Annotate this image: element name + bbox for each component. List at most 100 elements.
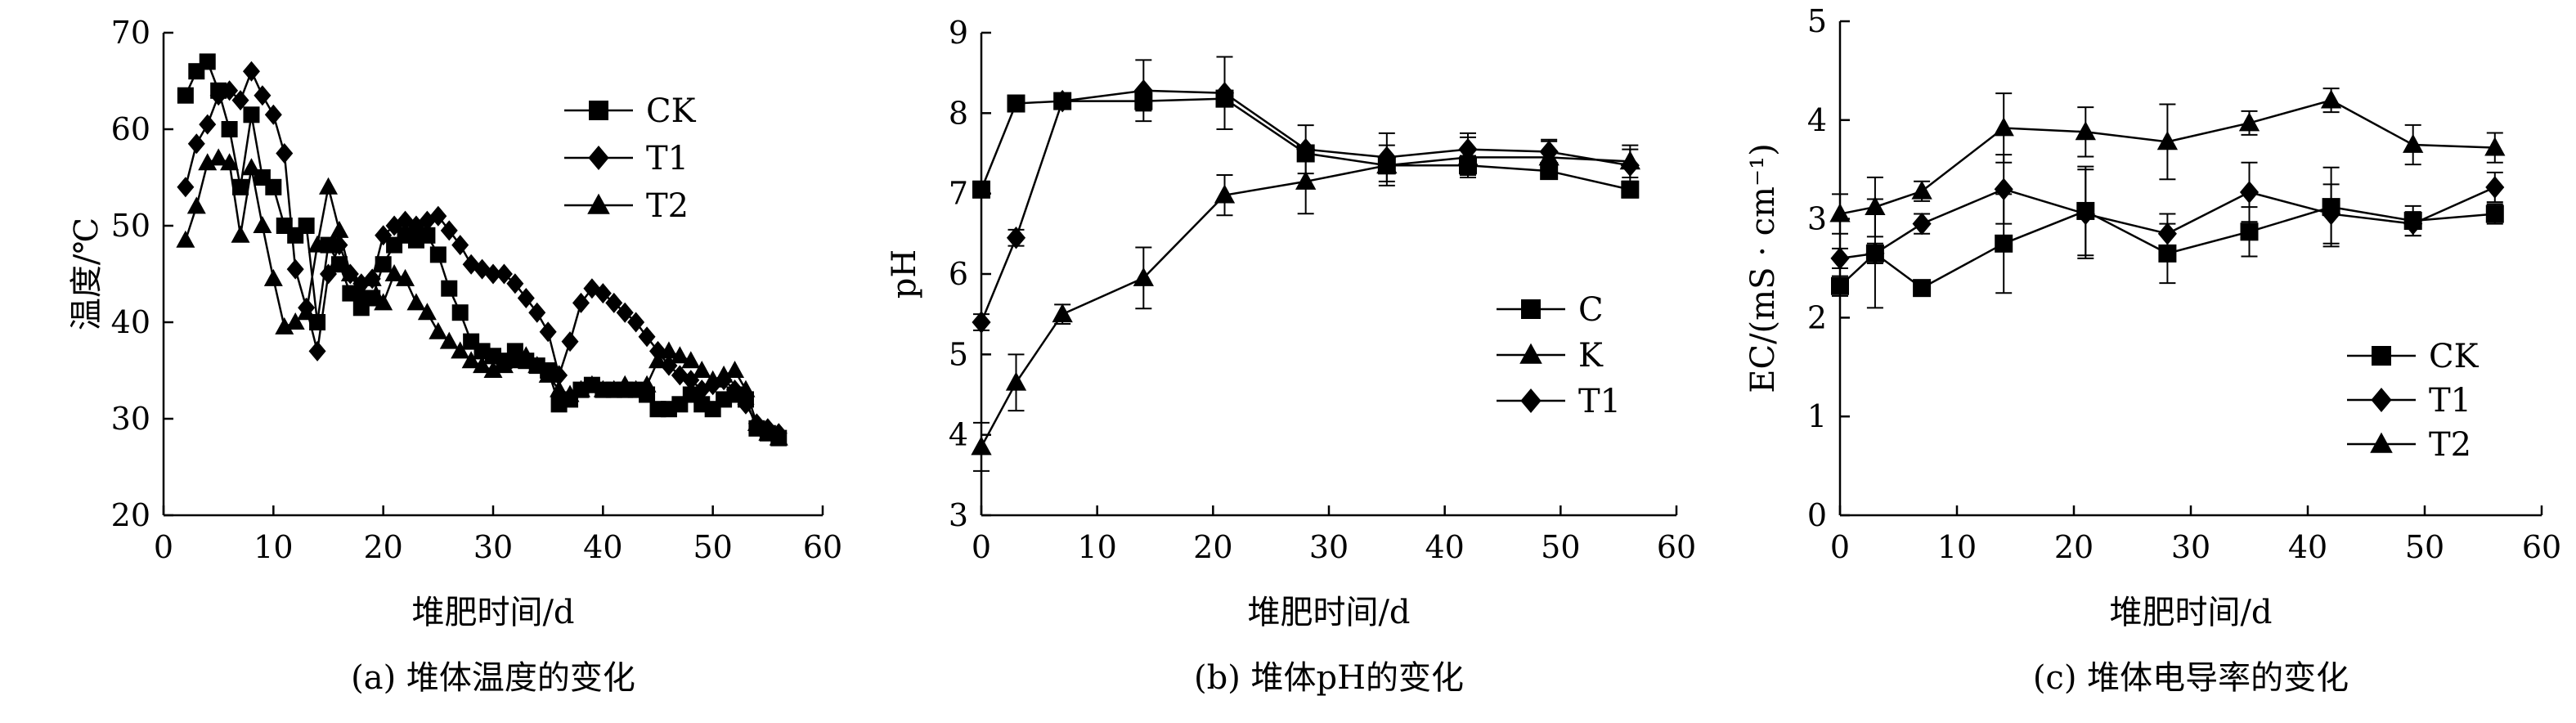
data-point-T2: [648, 351, 667, 369]
x-tick-label: 0: [1830, 529, 1850, 565]
data-point-T1: [308, 340, 326, 362]
data-point-CK: [2485, 204, 2504, 223]
data-point-T2: [516, 346, 536, 364]
data-point-T1: [254, 85, 272, 106]
series-line-C: [980, 97, 1631, 191]
data-point-T2: [362, 268, 382, 286]
data-point-CK: [364, 290, 381, 307]
y-tick-label: 70: [111, 15, 150, 51]
data-point-T1: [320, 263, 337, 285]
x-tick-label: 60: [803, 529, 842, 565]
data-point-T1: [484, 263, 502, 285]
data-point-T2: [560, 384, 580, 402]
data-point-T1: [429, 205, 447, 227]
data-point-T1: [495, 263, 513, 285]
x-tick-label: 40: [583, 529, 622, 565]
data-point-T1: [972, 311, 991, 334]
x-axis-label: 堆肥时间/d: [2109, 594, 2272, 631]
series-T2: [1829, 88, 2506, 238]
data-point-T1: [276, 143, 294, 164]
data-point-T1: [1830, 247, 1850, 270]
x-tick-label: 20: [1193, 529, 1232, 565]
data-point-T2: [263, 268, 283, 286]
y-tick-label: 5: [1807, 3, 1827, 39]
y-tick-label: 60: [111, 111, 150, 147]
x-tick-label: 10: [1937, 529, 1977, 565]
data-point-T2: [220, 153, 240, 171]
data-point-T1: [264, 104, 282, 125]
data-point-T2: [396, 268, 415, 286]
data-point-T2: [494, 356, 514, 374]
y-tick-label: 4: [949, 417, 968, 453]
y-tick-label: 6: [949, 256, 968, 292]
data-point-T1: [517, 288, 535, 308]
data-point-T2: [1865, 195, 1886, 216]
y-tick-label: 5: [949, 336, 968, 372]
x-tick-label: 20: [2054, 529, 2094, 565]
y-tick-label: 4: [1807, 102, 1827, 138]
x-tick-label: 60: [1657, 529, 1696, 565]
data-point-CK: [375, 256, 392, 273]
data-point-T2: [1829, 203, 1851, 222]
legend-label-T1: T1: [646, 140, 689, 177]
data-point-CK: [298, 218, 315, 234]
series-line-T1: [1839, 186, 2496, 260]
data-point-K: [1295, 170, 1317, 190]
x-tick-label: 50: [1541, 529, 1580, 565]
y-tick-label: 3: [1807, 201, 1827, 237]
data-point-C: [972, 180, 990, 199]
data-point-T2: [275, 317, 294, 335]
y-tick-label: 9: [949, 15, 968, 51]
data-point-T2: [186, 196, 206, 214]
legend: CK T1 T2: [2347, 338, 2480, 464]
y-tick-label: 40: [111, 304, 150, 340]
data-point-T2: [550, 379, 569, 397]
data-point-T2: [659, 341, 679, 359]
data-point-T2: [604, 379, 624, 397]
legend-label-T2: T2: [646, 187, 689, 225]
legend-label-C: C: [1578, 291, 1604, 329]
data-point-T2: [714, 365, 734, 383]
legend-label-K: K: [1578, 337, 1604, 375]
y-tick-label: 20: [111, 497, 150, 533]
legend-marker-CK: [2372, 346, 2391, 366]
data-point-T2: [505, 351, 525, 369]
data-point-T2: [417, 303, 437, 321]
legend: CK T1: [1497, 291, 1621, 420]
data-point-T1: [2485, 176, 2505, 199]
x-tick-label: 0: [972, 529, 991, 565]
legend-marker-T2: [2370, 432, 2393, 453]
x-tick-label: 0: [154, 529, 173, 565]
data-point-T1: [605, 292, 623, 313]
data-point-T2: [285, 312, 305, 330]
data-point-T2: [615, 375, 635, 393]
legend-marker-T1: [588, 146, 609, 170]
data-point-CK: [199, 53, 216, 70]
data-point-T1: [1912, 212, 1932, 236]
data-point-T1: [286, 258, 304, 280]
data-point-T2: [571, 379, 590, 397]
data-point-T2: [2156, 131, 2179, 150]
data-point-CK: [1831, 276, 1849, 295]
data-point-T2: [2075, 121, 2096, 141]
data-point-T2: [483, 361, 503, 378]
data-point-T1: [451, 235, 469, 256]
x-tick-label: 30: [473, 529, 513, 565]
data-point-CK: [451, 304, 469, 321]
chart-1: 0 10 20 30 40 50 60 20 30 40 50 60 70 堆肥时间/d 温度/℃ (a) 堆…: [68, 15, 842, 697]
chart-caption: (b) 堆体pH的变化: [1194, 659, 1464, 697]
legend-label-T1: T1: [2429, 382, 2471, 420]
data-point-CK: [429, 246, 447, 263]
data-point-T1: [187, 133, 205, 155]
data-point-CK: [1913, 279, 1932, 298]
data-point-T2: [330, 220, 349, 238]
legend: CK T1 T2: [564, 92, 697, 225]
data-point-T2: [209, 148, 228, 166]
data-point-T1: [572, 292, 590, 313]
x-axis-label: 堆肥时间/d: [411, 594, 574, 631]
data-point-CK: [265, 178, 282, 195]
legend-marker-K: [1519, 343, 1542, 364]
data-point-T2: [681, 351, 701, 369]
data-point-T2: [725, 361, 745, 378]
